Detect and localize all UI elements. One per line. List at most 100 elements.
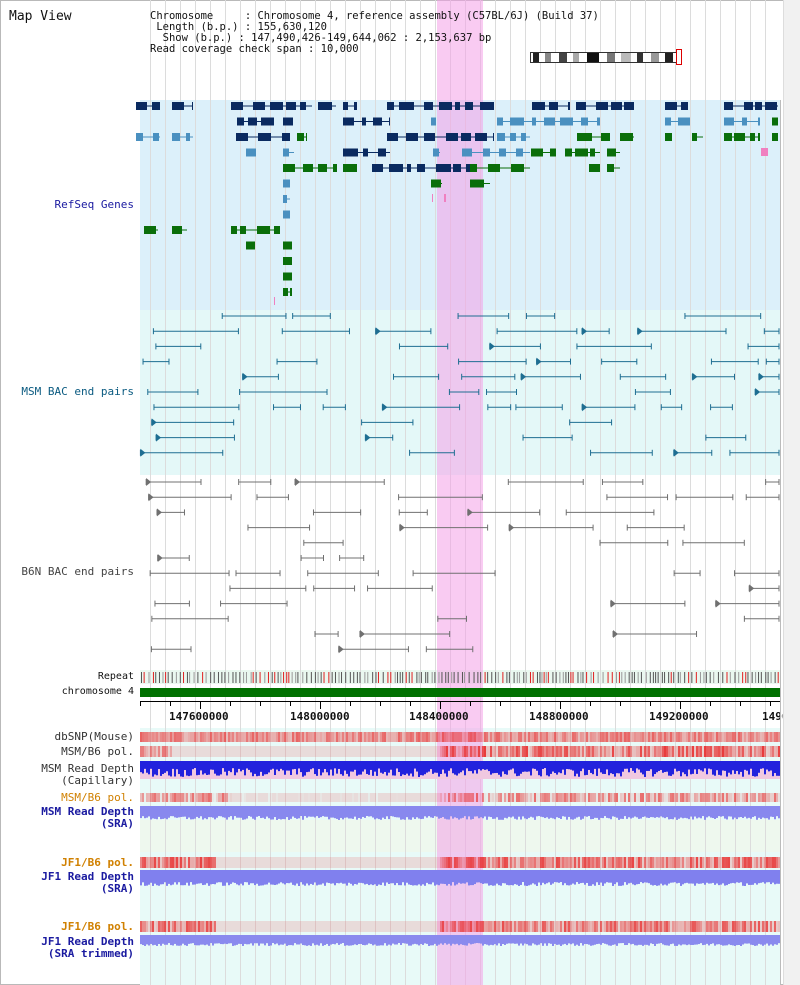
depth-bar (756, 870, 758, 885)
heat-cell (494, 746, 496, 757)
jf1-b6-pol-label-1[interactable]: JF1/B6 pol. (61, 856, 134, 869)
depth-bar (728, 870, 730, 884)
depth-bar (736, 870, 738, 883)
refseq-gene-exon (144, 226, 156, 234)
heat-cell (482, 921, 484, 932)
heat-cell (418, 793, 420, 802)
depth-bar (624, 870, 626, 883)
refseq-gene-exon (466, 164, 470, 172)
refseq-gene-exon (758, 117, 760, 126)
depth-bar (470, 935, 472, 945)
b6n-bac-end-pairs-label[interactable]: B6N BAC end pairs (21, 565, 134, 578)
heat-cell (476, 746, 478, 757)
heat-cell (572, 746, 574, 757)
jf1-read-depth-trimmed-label[interactable]: JF1 Read Depth (SRA trimmed) (41, 935, 134, 960)
heat-cell (414, 732, 416, 742)
refseq-genes-label[interactable]: RefSeq Genes (54, 198, 134, 211)
depth-bar (210, 761, 212, 770)
depth-bar (370, 935, 372, 944)
repeat-mark (717, 672, 719, 683)
heat-cell (440, 921, 442, 932)
depth-bar (172, 761, 174, 769)
heat-cell (288, 921, 290, 932)
heat-cell (144, 793, 146, 802)
heat-cell (192, 921, 194, 932)
heat-cell (316, 857, 318, 868)
heat-cell (384, 732, 386, 742)
msm-b6-pol-label-2[interactable]: MSM/B6 pol. (61, 791, 134, 804)
heat-cell (578, 746, 580, 757)
heat-cell (756, 793, 758, 802)
depth-bar (586, 870, 588, 883)
depth-bar (200, 806, 202, 817)
depth-bar (416, 806, 418, 818)
depth-bar (350, 935, 352, 946)
heat-cell (352, 793, 354, 802)
heat-cell (344, 732, 346, 742)
depth-bar (444, 761, 446, 774)
chromosome-ideogram[interactable] (530, 52, 682, 63)
depth-bar (346, 870, 348, 886)
depth-bar (372, 806, 374, 818)
refseq-gene-exon (765, 102, 777, 110)
depth-bar (200, 935, 202, 945)
depth-bar (414, 806, 416, 820)
heat-cell (324, 732, 326, 742)
depth-bar (448, 806, 450, 820)
heat-cell (656, 793, 658, 802)
refseq-gene-exon (589, 164, 600, 172)
heat-cell (524, 746, 526, 757)
heat-cell (214, 857, 216, 868)
depth-bar (504, 870, 506, 884)
msm-b6-pol-label-1[interactable]: MSM/B6 pol. (61, 745, 134, 758)
msm-bac-arrow (382, 403, 388, 412)
depth-bar (676, 870, 678, 884)
depth-bar (358, 761, 360, 775)
depth-bar (778, 935, 780, 944)
refseq-gene-exon (744, 102, 753, 110)
msm-bac-arrow (140, 448, 146, 457)
repeat-mark (239, 672, 241, 683)
msm-read-depth-sra-label[interactable]: MSM Read Depth (SRA) (41, 805, 134, 830)
heat-cell (664, 732, 666, 742)
heat-cell (692, 746, 694, 757)
heat-cell (504, 921, 506, 932)
depth-bar (206, 761, 208, 775)
depth-bar (694, 935, 696, 945)
heat-cell (196, 857, 198, 868)
refseq-gene-exon (521, 133, 526, 141)
msm-read-depth-capillary-label[interactable]: MSM Read Depth (Capillary) (41, 762, 134, 787)
depth-bar (726, 935, 728, 946)
heat-cell (376, 793, 378, 802)
depth-bar (178, 806, 180, 818)
heat-cell (290, 746, 292, 757)
jf1-b6-pol-label-2[interactable]: JF1/B6 pol. (61, 920, 134, 933)
heat-cell (204, 921, 206, 932)
jf1-read-depth-sra-label[interactable]: JF1 Read Depth (SRA) (41, 870, 134, 895)
heat-cell (200, 732, 202, 742)
depth-bar (418, 806, 420, 819)
depth-bar (742, 761, 744, 777)
depth-bar (262, 870, 264, 886)
refseq-gene-exon (240, 226, 246, 234)
heat-cell (434, 921, 436, 932)
heat-cell (548, 921, 550, 932)
msm-bac-end-pairs-label[interactable]: MSM BAC end pairs (21, 385, 134, 398)
heat-cell (422, 793, 424, 802)
heat-cell (688, 857, 690, 868)
heat-cell (740, 793, 742, 802)
depth-bar (746, 761, 748, 771)
heat-cell (602, 746, 604, 757)
depth-bar (732, 761, 734, 771)
heat-cell (652, 857, 654, 868)
dbsnp-label[interactable]: dbSNP(Mouse) (54, 730, 134, 743)
depth-bar (258, 870, 260, 886)
heat-cell (300, 921, 302, 932)
vertical-scrollbar[interactable] (783, 0, 800, 985)
heat-cell (414, 921, 416, 932)
heat-cell (274, 746, 276, 757)
depth-bar (368, 935, 370, 944)
repeat-mark (451, 672, 453, 683)
depth-bar (330, 806, 332, 818)
heat-cell (594, 793, 596, 802)
